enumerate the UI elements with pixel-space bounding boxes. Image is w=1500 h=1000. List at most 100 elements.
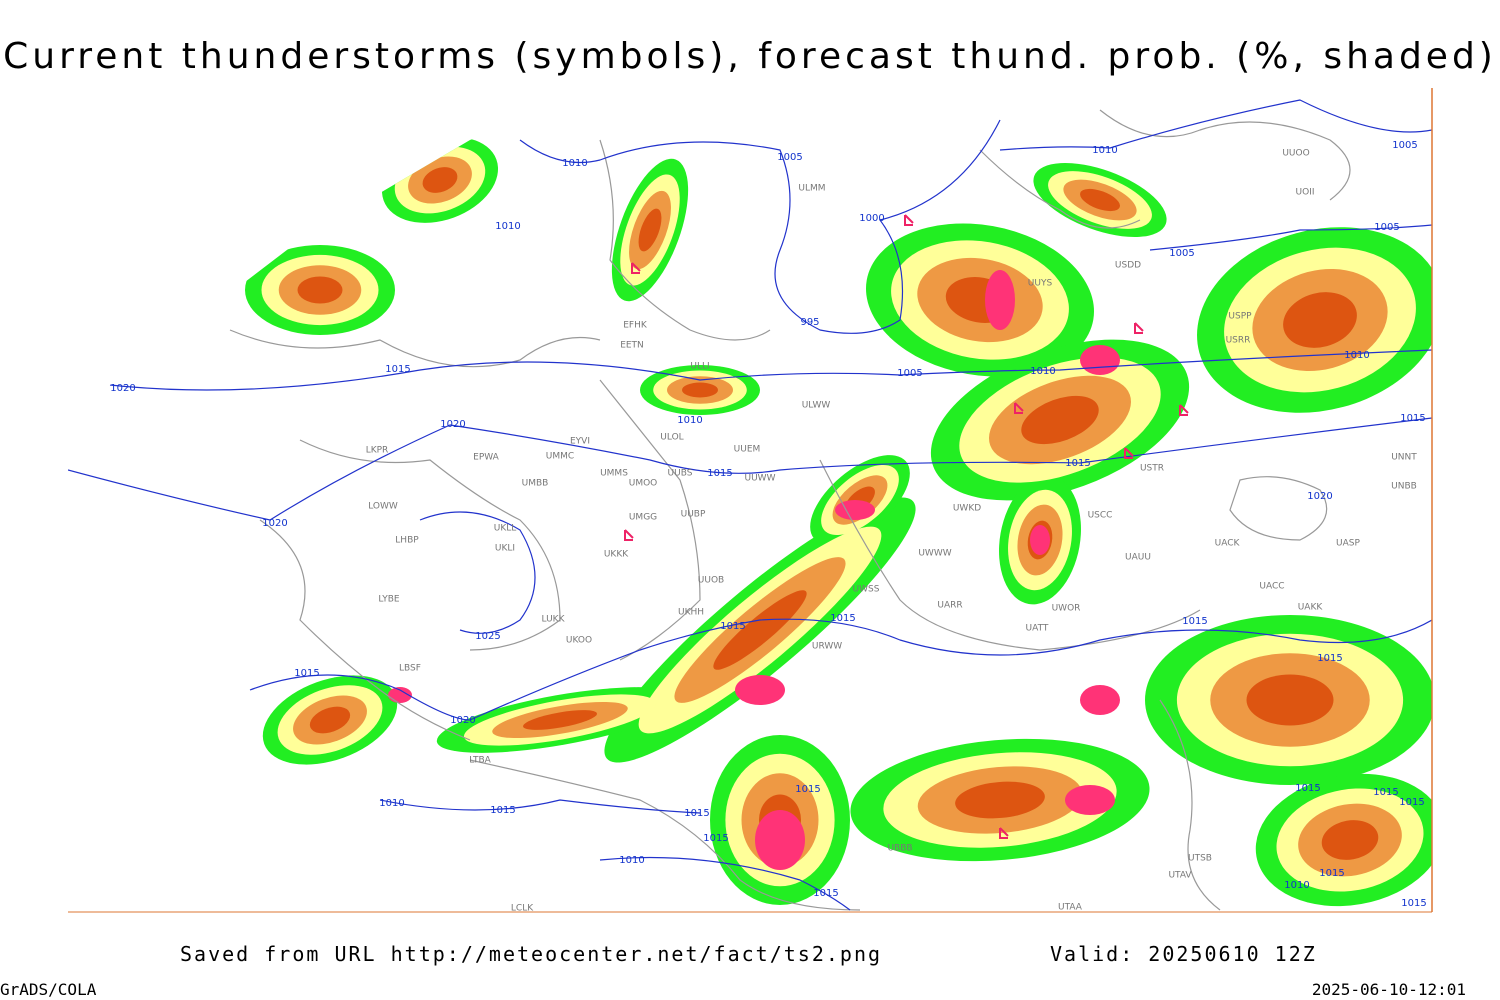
isobar-label: 1015 xyxy=(1400,413,1425,424)
station-label: UKHH xyxy=(678,608,704,618)
storm-area xyxy=(755,810,805,870)
isobar-label: 1015 xyxy=(1317,653,1342,664)
isobar-label: 1020 xyxy=(262,518,287,529)
station-label: UACC xyxy=(1259,582,1284,592)
station-label: EYVI xyxy=(570,437,590,447)
storm-area xyxy=(1080,685,1120,715)
isobar-label: 1005 xyxy=(1392,140,1417,151)
isobar-label: 1015 xyxy=(1182,616,1207,627)
station-label: UUWW xyxy=(745,474,776,484)
shading-area xyxy=(523,710,597,730)
station-label: USRR xyxy=(1226,336,1251,346)
isobar-label: 1015 xyxy=(1401,898,1426,909)
station-label: UWKD xyxy=(953,504,981,514)
station-label: LCLK xyxy=(511,904,534,914)
isobar-label: 1015 xyxy=(385,364,410,375)
station-label: UMBB xyxy=(522,479,549,489)
isobar-label: 1005 xyxy=(897,368,922,379)
shading-area xyxy=(955,781,1045,819)
isobar-label: 1010 xyxy=(677,415,702,426)
shading-area xyxy=(309,706,351,734)
isobar-label: 1010 xyxy=(619,855,644,866)
isobar-label: 1015 xyxy=(1399,797,1424,808)
storm-area xyxy=(985,270,1015,330)
isobar-label: 1015 xyxy=(294,668,319,679)
station-label: UBBB xyxy=(887,844,912,854)
station-label: LOWW xyxy=(368,502,398,512)
station-label: UUEM xyxy=(734,445,761,455)
isobar-label: 1005 xyxy=(1169,248,1194,259)
software: GrADS/COLA xyxy=(0,980,97,999)
isobar-label: 1005 xyxy=(1374,222,1399,233)
station-label: LHBP xyxy=(395,536,419,546)
timestamp: 2025-06-10-12:01 xyxy=(1312,980,1466,999)
station-label: UAUU xyxy=(1125,553,1151,563)
borders xyxy=(229,109,1351,911)
station-label: UUOO xyxy=(1282,149,1309,159)
isobar-label: 1015 xyxy=(813,888,838,899)
shading-area xyxy=(638,208,662,252)
isobar-label: 1015 xyxy=(490,805,515,816)
station-label: UKLL xyxy=(494,524,517,534)
isobar-label: 1010 xyxy=(1284,880,1309,891)
station-label: UTAA xyxy=(1058,903,1083,913)
station-label: ULOL xyxy=(660,433,683,443)
isobar-label: 1000 xyxy=(859,213,884,224)
isobar-label: 1005 xyxy=(777,152,802,163)
station-label: LYBE xyxy=(378,595,399,605)
shading-area xyxy=(1283,292,1357,348)
isobar-label: 1010 xyxy=(495,221,520,232)
station-label: USTR xyxy=(1140,464,1164,474)
valid-time: Valid: 20250610 12Z xyxy=(1050,942,1317,966)
station-label: UUBP xyxy=(681,510,706,520)
isobar-label: 1010 xyxy=(1092,145,1117,156)
shading-area xyxy=(1246,674,1334,726)
title: Current thunderstorms (symbols), forecas… xyxy=(3,36,1497,77)
isobar-label: 1020 xyxy=(110,383,135,394)
station-label: LTBA xyxy=(469,756,491,766)
isobar-label: 1020 xyxy=(440,419,465,430)
station-label: UNNT xyxy=(1391,453,1417,463)
station-label: UUYS xyxy=(1028,279,1053,289)
station-label: ULMM xyxy=(798,184,825,194)
storm-area xyxy=(1030,525,1050,555)
station-label: UUOB xyxy=(698,576,724,586)
probability-shading xyxy=(245,137,1432,907)
isobar-label: 1010 xyxy=(1030,366,1055,377)
station-label: UKOO xyxy=(566,636,592,646)
isobar-label: 1015 xyxy=(684,808,709,819)
isobar-label: 1010 xyxy=(1344,350,1369,361)
shading-area xyxy=(1080,188,1120,212)
station-label: LUKK xyxy=(542,615,566,625)
isobar-label: 1015 xyxy=(795,784,820,795)
station-label: USDD xyxy=(1115,261,1141,271)
station-label: UTSB xyxy=(1188,854,1212,864)
storm-area xyxy=(1080,345,1120,375)
station-label: UUBS xyxy=(668,469,693,479)
isobar-label: 1015 xyxy=(1065,458,1090,469)
station-label: UKLI xyxy=(495,544,515,554)
storm-symbols xyxy=(624,214,1189,839)
station-label: UMOO xyxy=(629,479,658,489)
station-label: UWOR xyxy=(1052,604,1081,614)
station-label: UNBB xyxy=(1391,482,1417,492)
isobars xyxy=(68,99,1432,911)
shading-area xyxy=(1321,820,1379,860)
station-label: USPP xyxy=(1228,312,1252,322)
station-label: ULWW xyxy=(802,401,831,411)
storm-area xyxy=(1065,785,1115,815)
station-label: LBSF xyxy=(399,664,421,674)
station-label: UTAV xyxy=(1168,871,1192,881)
isobar-label: 1020 xyxy=(450,715,475,726)
shading-area xyxy=(1021,395,1099,445)
station-label: USCC xyxy=(1088,511,1113,521)
isobar-label: 1015 xyxy=(1373,787,1398,798)
station-label: UATT xyxy=(1026,624,1049,634)
isobar-label: 1015 xyxy=(1319,868,1344,879)
station-label: LKPR xyxy=(366,446,389,456)
shading-area xyxy=(713,590,807,670)
